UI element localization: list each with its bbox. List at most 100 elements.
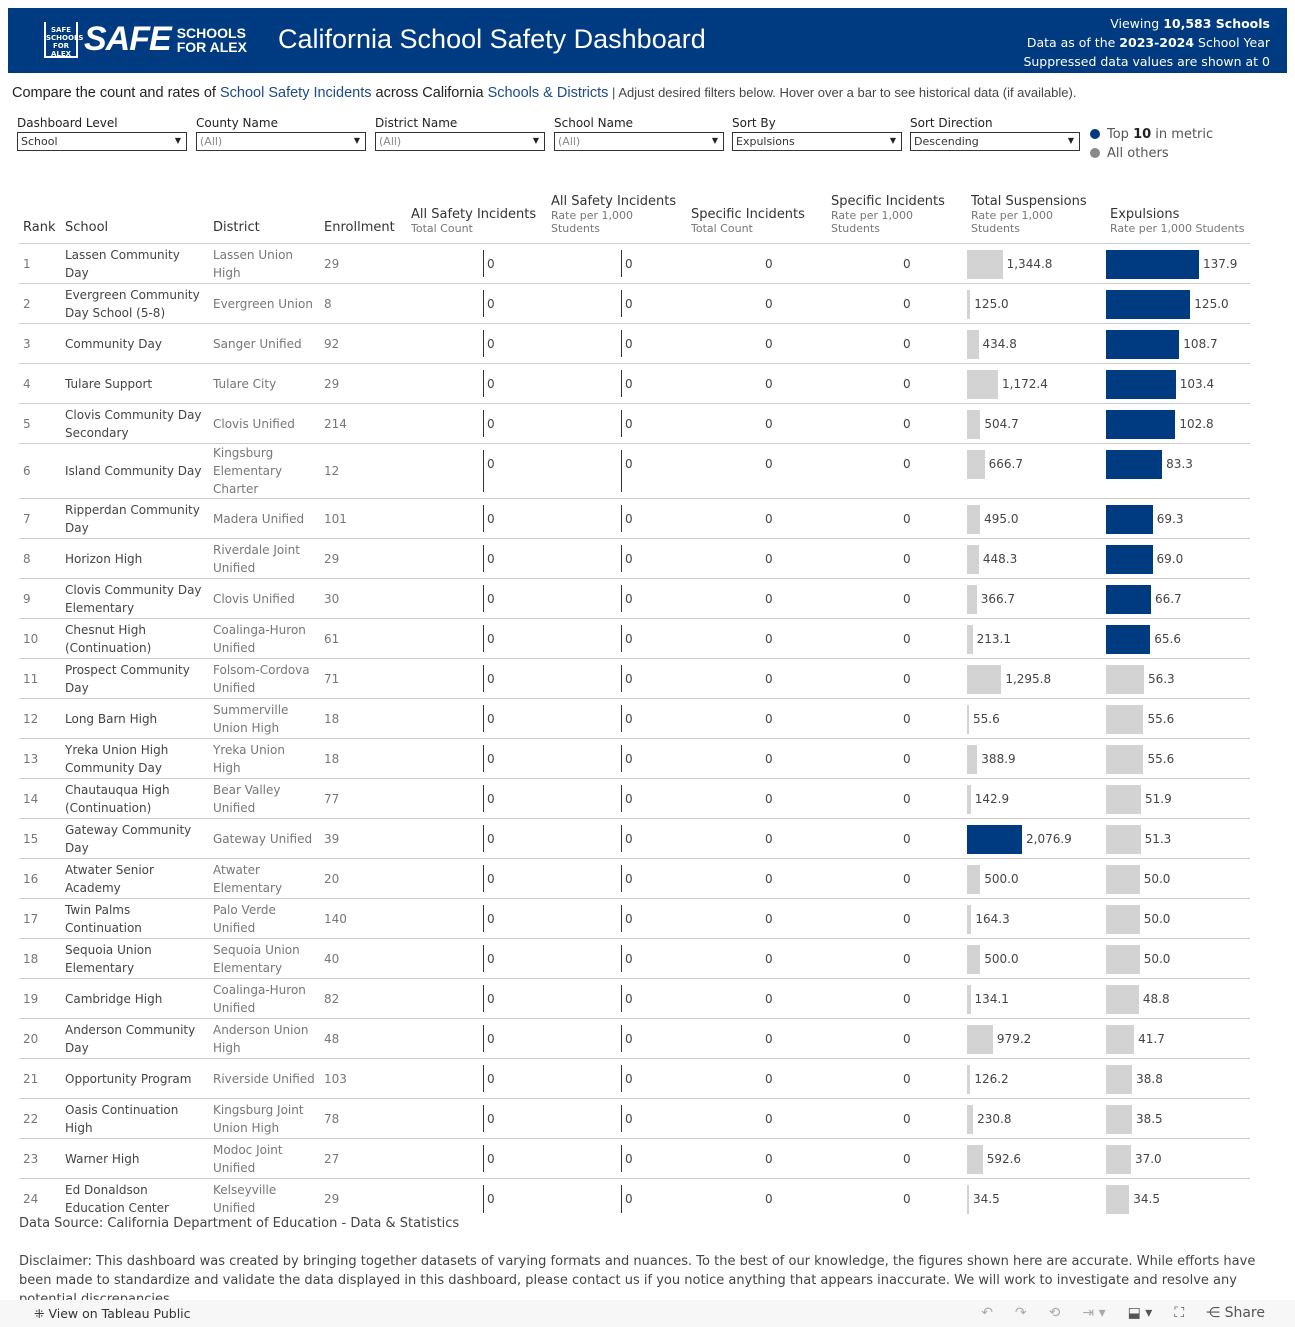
col-all-incidents-count[interactable]: All Safety Incidents Total Count — [411, 207, 537, 235]
suspensions-cell[interactable]: 1,172.4 — [967, 363, 1106, 404]
filter-dropdown[interactable]: School ▼ — [17, 132, 187, 151]
all-incidents-count[interactable]: 0 — [407, 698, 547, 739]
share-button[interactable]: ⋲ Share — [1206, 1305, 1265, 1321]
all-incidents-rate[interactable]: 0 — [547, 243, 687, 284]
all-incidents-count[interactable]: 0 — [407, 978, 547, 1019]
suspensions-bar[interactable] — [967, 865, 981, 894]
specific-rate[interactable]: 0 — [827, 498, 967, 539]
redo-icon[interactable]: ↷ — [1014, 1305, 1027, 1321]
specific-count[interactable]: 0 — [687, 738, 827, 779]
specific-count[interactable]: 0 — [687, 538, 827, 579]
col-expulsions-rate[interactable]: Expulsions Rate per 1,000 Students — [1110, 207, 1245, 235]
all-incidents-rate[interactable]: 0 — [547, 1058, 687, 1099]
suspensions-bar[interactable] — [967, 945, 981, 974]
suspensions-bar[interactable] — [967, 705, 969, 734]
all-incidents-count[interactable]: 0 — [407, 898, 547, 939]
suspensions-bar[interactable] — [967, 1105, 974, 1134]
suspensions-bar[interactable] — [967, 505, 981, 534]
suspensions-bar[interactable] — [967, 1145, 983, 1174]
download-icon[interactable]: ⬓ ▾ — [1127, 1305, 1153, 1321]
specific-rate[interactable]: 0 — [827, 738, 967, 779]
all-incidents-rate[interactable]: 0 — [547, 363, 687, 404]
specific-count[interactable]: 0 — [687, 1018, 827, 1059]
table-row[interactable]: 3 Community Day Sanger Unified 92 0 0 0 0 434… — [19, 323, 1250, 364]
specific-rate[interactable]: 0 — [827, 538, 967, 579]
all-incidents-count[interactable]: 0 — [407, 323, 547, 364]
specific-count[interactable]: 0 — [687, 443, 827, 499]
all-incidents-rate[interactable]: 0 — [547, 978, 687, 1019]
specific-rate[interactable]: 0 — [827, 283, 967, 324]
table-row[interactable]: 9 Clovis Community Day Elementary Clovis… — [19, 578, 1250, 619]
expulsions-cell[interactable]: 50.0 — [1106, 898, 1250, 939]
table-row[interactable]: 7 Ripperdan Community Day Madera Unified… — [19, 498, 1250, 539]
expulsions-bar[interactable] — [1106, 250, 1199, 279]
specific-rate[interactable]: 0 — [827, 1058, 967, 1099]
table-row[interactable]: 22 Oasis Continuation High Kingsburg Joi… — [19, 1098, 1250, 1139]
suspensions-cell[interactable]: 2,076.9 — [967, 818, 1106, 859]
expulsions-bar[interactable] — [1106, 945, 1140, 974]
all-incidents-count[interactable]: 0 — [407, 658, 547, 699]
expulsions-bar[interactable] — [1106, 450, 1163, 479]
suspensions-bar[interactable] — [967, 410, 981, 439]
suspensions-cell[interactable]: 366.7 — [967, 578, 1106, 619]
table-row[interactable]: 14 Chautauqua High (Continuation) Bear V… — [19, 778, 1250, 819]
suspensions-bar[interactable] — [967, 370, 999, 399]
specific-count[interactable]: 0 — [687, 778, 827, 819]
all-incidents-count[interactable]: 0 — [407, 443, 547, 499]
suspensions-cell[interactable]: 142.9 — [967, 778, 1106, 819]
expulsions-cell[interactable]: 38.8 — [1106, 1058, 1250, 1099]
specific-count[interactable]: 0 — [687, 323, 827, 364]
expulsions-bar[interactable] — [1106, 545, 1153, 574]
all-incidents-count[interactable]: 0 — [407, 618, 547, 659]
suspensions-cell[interactable]: 434.8 — [967, 323, 1106, 364]
table-row[interactable]: 16 Atwater Senior Academy Atwater Elemen… — [19, 858, 1250, 899]
expulsions-cell[interactable]: 38.5 — [1106, 1098, 1250, 1139]
specific-rate[interactable]: 0 — [827, 898, 967, 939]
specific-rate[interactable]: 0 — [827, 243, 967, 284]
specific-count[interactable]: 0 — [687, 938, 827, 979]
all-incidents-rate[interactable]: 0 — [547, 938, 687, 979]
specific-count[interactable]: 0 — [687, 403, 827, 444]
specific-rate[interactable]: 0 — [827, 618, 967, 659]
expulsions-bar[interactable] — [1106, 665, 1144, 694]
table-row[interactable]: 24 Ed Donaldson Education Center Kelseyv… — [19, 1178, 1250, 1219]
all-incidents-rate[interactable]: 0 — [547, 738, 687, 779]
table-row[interactable]: 23 Warner High Modoc Joint Unified 27 0 0 0… — [19, 1138, 1250, 1179]
specific-rate[interactable]: 0 — [827, 938, 967, 979]
suspensions-cell[interactable]: 592.6 — [967, 1138, 1106, 1179]
expulsions-cell[interactable]: 103.4 — [1106, 363, 1250, 404]
suspensions-cell[interactable]: 1,344.8 — [967, 243, 1106, 284]
suspensions-bar[interactable] — [967, 905, 972, 934]
specific-count[interactable]: 0 — [687, 978, 827, 1019]
all-incidents-count[interactable]: 0 — [407, 738, 547, 779]
expulsions-bar[interactable] — [1106, 985, 1139, 1014]
table-row[interactable]: 19 Cambridge High Coalinga-Huron Unified… — [19, 978, 1250, 1019]
expulsions-cell[interactable]: 55.6 — [1106, 698, 1250, 739]
expulsions-cell[interactable]: 137.9 — [1106, 243, 1250, 284]
specific-rate[interactable]: 0 — [827, 1098, 967, 1139]
all-incidents-rate[interactable]: 0 — [547, 1178, 687, 1219]
all-incidents-rate[interactable]: 0 — [547, 618, 687, 659]
all-incidents-rate[interactable]: 0 — [547, 283, 687, 324]
all-incidents-count[interactable]: 0 — [407, 778, 547, 819]
suspensions-bar[interactable] — [967, 290, 971, 319]
all-incidents-count[interactable]: 0 — [407, 1058, 547, 1099]
all-incidents-rate[interactable]: 0 — [547, 1018, 687, 1059]
suspensions-cell[interactable]: 1,295.8 — [967, 658, 1106, 699]
all-incidents-rate[interactable]: 0 — [547, 498, 687, 539]
all-incidents-count[interactable]: 0 — [407, 858, 547, 899]
filter-dropdown[interactable]: (All) ▼ — [375, 132, 545, 151]
suspensions-bar[interactable] — [967, 585, 977, 614]
expulsions-bar[interactable] — [1106, 290, 1191, 319]
table-row[interactable]: 2 Evergreen Community Day School (5-8) E… — [19, 283, 1250, 324]
specific-count[interactable]: 0 — [687, 1098, 827, 1139]
suspensions-bar[interactable] — [967, 330, 979, 359]
specific-rate[interactable]: 0 — [827, 1018, 967, 1059]
col-rank[interactable]: Rank — [23, 220, 56, 235]
suspensions-bar[interactable] — [967, 1025, 993, 1054]
expulsions-bar[interactable] — [1106, 1185, 1130, 1214]
col-specific-count[interactable]: Specific Incidents Total Count — [691, 207, 805, 235]
table-row[interactable]: 5 Clovis Community Day Secondary Clovis … — [19, 403, 1250, 444]
expulsions-bar[interactable] — [1106, 825, 1141, 854]
expulsions-cell[interactable]: 50.0 — [1106, 858, 1250, 899]
